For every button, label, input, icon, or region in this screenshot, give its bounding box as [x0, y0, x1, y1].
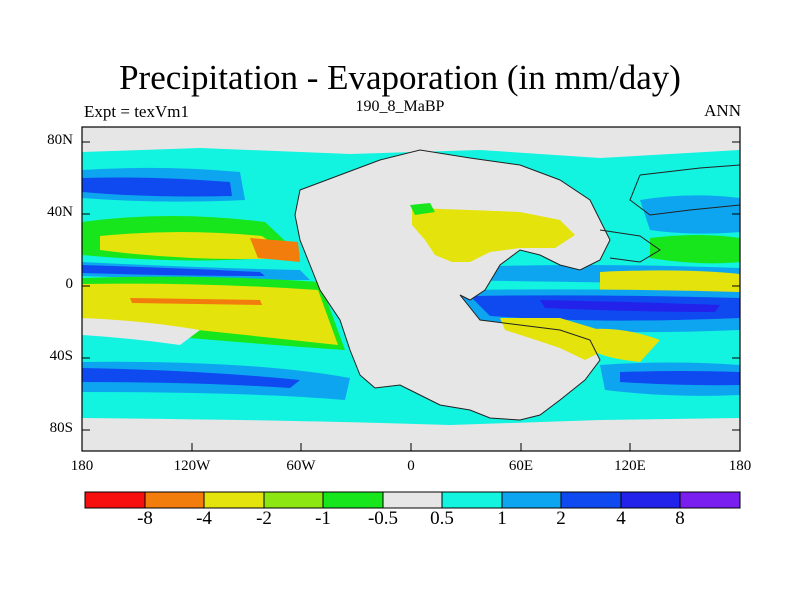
- x-label-0: 0: [407, 458, 415, 474]
- colorbar-label: -8: [137, 508, 153, 529]
- colorbar-label: 2: [556, 508, 566, 529]
- colorbar-box-5: [382, 491, 443, 509]
- x-label-60e: 60E: [508, 458, 534, 474]
- colorbar-label: -1: [315, 508, 331, 529]
- y-label-80n: 80N: [47, 132, 73, 148]
- x-label-120w: 120W: [173, 458, 211, 474]
- x-label-120e: 120E: [614, 458, 646, 474]
- colorbar-box-1: [144, 491, 205, 509]
- colorbar: [84, 491, 741, 509]
- colorbar-label: 4: [616, 508, 626, 529]
- colorbar-label: -0.5: [367, 508, 399, 529]
- colorbar-box-4: [322, 491, 384, 509]
- y-label-0: 0: [65, 276, 74, 292]
- y-label-80s: 80S: [49, 420, 73, 436]
- y-label-40n: 40N: [47, 204, 73, 220]
- colorbar-box-3: [263, 491, 324, 509]
- map-field: [82, 127, 740, 451]
- y-tick-marks: [82, 141, 740, 431]
- plot-title: Precipitation - Evaporation (in mm/day): [119, 58, 681, 97]
- x-label-180w: 180: [70, 458, 94, 474]
- colorbar-box-0: [84, 491, 146, 509]
- colorbar-box-6: [441, 491, 503, 509]
- colorbar-box-9: [620, 491, 681, 509]
- colorbar-label: -2: [256, 508, 272, 529]
- y-label-40s: 40S: [49, 348, 73, 364]
- x-label-60w: 60W: [286, 458, 316, 474]
- season-label: ANN: [704, 101, 741, 120]
- colorbar-box-8: [560, 491, 622, 509]
- x-label-180e: 180: [728, 458, 752, 474]
- experiment-label: Expt = texVm1: [84, 102, 189, 121]
- colorbar-box-10: [679, 491, 741, 509]
- colorbar-label: 0.5: [430, 508, 454, 529]
- x-tick-marks: [81, 443, 741, 451]
- period-label: 190_8_MaBP: [355, 98, 445, 115]
- colorbar-label: 1: [497, 508, 507, 529]
- colorbar-label: 8: [675, 508, 685, 529]
- colorbar-box-7: [501, 491, 562, 509]
- colorbar-label: -4: [196, 508, 212, 529]
- colorbar-box-2: [203, 491, 265, 509]
